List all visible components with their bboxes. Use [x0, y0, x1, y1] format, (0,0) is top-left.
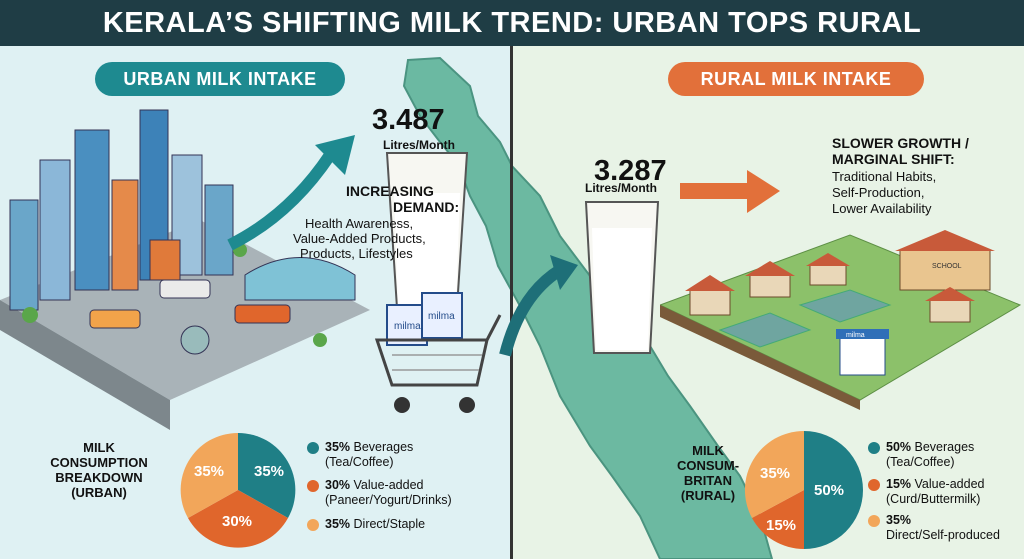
rural-legend-text-1: Beverages: [914, 440, 975, 454]
shopping-cart-icon: milma milma: [374, 292, 502, 413]
rural-slow-title-2: MARGINAL SHIFT:: [832, 151, 955, 167]
urban-milk-glass-icon: [385, 152, 469, 309]
rural-legend-row-3: 35% Direct/Self-produced: [868, 513, 1000, 543]
urban-demand-title-1: INCREASING: [346, 183, 434, 199]
urban-legend-text-1: Beverages: [353, 440, 414, 454]
urban-legend-pct-3: 35%: [325, 517, 351, 531]
rural-slow-line-3: Lower Availability: [832, 201, 932, 216]
rural-unit: Litres/Month: [585, 181, 657, 195]
rural-legend-text-2: Value-added: [914, 477, 985, 491]
urban-legend-text-3: Direct/Staple: [353, 517, 426, 531]
rural-legend-pct-2: 15%: [886, 477, 912, 491]
kerala-map: [402, 56, 774, 559]
rural-value: 3.287: [594, 155, 667, 187]
rural-legend-row-1: 50% Beverages (Tea/Coffee): [868, 440, 974, 470]
urban-breakdown-label-1: MILK: [83, 440, 115, 455]
center-divider: [510, 46, 513, 559]
center-transition-arrow: [499, 255, 578, 357]
urban-legend-pct-2: 30%: [325, 478, 351, 492]
urban-rising-arrow: [227, 135, 355, 251]
rural-slow-line-2: Self-Production,: [832, 185, 925, 200]
rural-pie-label-1: 50%: [814, 482, 844, 499]
milma-label-1: milma: [394, 321, 421, 332]
rural-legend-pct-3: 35%: [886, 513, 912, 527]
rural-pie-slice-direct: [744, 430, 804, 518]
urban-legend-dot-3: [307, 519, 319, 531]
rural-pie-label-3: 35%: [760, 465, 790, 482]
milma-booth-label: milma: [846, 332, 865, 339]
page-title: KERALA’S SHIFTING MILK TREND: URBAN TOPS…: [102, 6, 922, 39]
school-sign-label: SCHOOL: [932, 263, 962, 270]
urban-legend-pct-1: 35%: [325, 440, 351, 454]
rural-legend-dot-3: [868, 515, 880, 527]
urban-legend-row-1: 35% Beverages (Tea/Coffee): [307, 440, 413, 470]
urban-legend-dot-2: [307, 480, 319, 492]
rural-pie-label-2: 15%: [766, 517, 796, 534]
urban-breakdown-label-3: BREAKDOWN: [55, 470, 143, 485]
rural-legend-pct-1: 50%: [886, 440, 912, 454]
rural-slow-line-1: Traditional Habits,: [832, 169, 937, 184]
urban-legend-dot-1: [307, 442, 319, 454]
rural-legend-sub-2: (Curd/Buttermilk): [886, 492, 981, 506]
urban-unit: Litres/Month: [383, 138, 455, 152]
rural-milk-glass-icon: [584, 201, 660, 354]
rural-slow-title-1: SLOWER GROWTH /: [832, 135, 969, 151]
rural-right-arrow: [680, 170, 780, 213]
urban-pie-slice-value-added: [188, 490, 288, 548]
rural-legend-row-2: 15% Value-added (Curd/Buttermilk): [868, 477, 984, 507]
urban-city-illustration: [0, 109, 370, 430]
milma-label-2: milma: [428, 311, 455, 322]
urban-pie-chart: 35% 30% 35%: [180, 432, 296, 548]
urban-demand-title-2: DEMAND:: [393, 199, 460, 215]
rural-legend-sub-1: (Tea/Coffee): [886, 455, 955, 469]
title-bar: KERALA’S SHIFTING MILK TREND: URBAN TOPS…: [0, 0, 1024, 46]
urban-header-pill: URBAN MILK INTAKE: [95, 62, 345, 96]
rural-legend-dot-1: [868, 442, 880, 454]
rural-pie-slice-value-added: [752, 490, 804, 550]
urban-pie-label-2: 30%: [222, 513, 252, 530]
urban-legend-row-3: 35% Direct/Staple: [307, 517, 425, 532]
rural-breakdown-label-1: MILK: [692, 443, 724, 458]
rural-header-pill: RURAL MILK INTAKE: [668, 62, 924, 96]
rural-breakdown-label-2: CONSUM-: [676, 458, 740, 473]
rural-pie-chart: 50% 15% 35%: [744, 430, 863, 550]
urban-breakdown-label-4: (URBAN): [71, 485, 127, 500]
urban-pie-slice-beverages: [238, 432, 296, 518]
rural-village-illustration: SCHOOL milma: [660, 230, 1022, 410]
urban-legend-row-2: 30% Value-added (Paneer/Yogurt/Drinks): [307, 478, 452, 508]
urban-pie-slice-direct: [180, 432, 238, 518]
urban-legend-text-2: Value-added: [353, 478, 424, 492]
rural-legend-dot-2: [868, 479, 880, 491]
rural-breakdown-label-4: (RURAL): [680, 488, 736, 503]
urban-demand-line-2: Value-Added Products,: [293, 231, 426, 246]
urban-legend-sub-1: (Tea/Coffee): [325, 455, 394, 469]
rural-pie-slice-beverages: [804, 431, 863, 549]
urban-legend-sub-2: (Paneer/Yogurt/Drinks): [325, 493, 452, 507]
urban-value: 3.487: [372, 104, 445, 136]
urban-pie-label-1: 35%: [254, 463, 284, 480]
urban-demand-line-1: Health Awareness,: [305, 216, 414, 231]
rural-legend-sub-3: Direct/Self-produced: [886, 528, 1000, 542]
urban-demand-line-3: Products, Lifestyles: [300, 246, 413, 261]
rural-breakdown-label-3: BRITAN: [683, 473, 733, 488]
urban-breakdown-label-2: CONSUMPTION: [50, 455, 148, 470]
urban-pie-label-3: 35%: [194, 463, 224, 480]
